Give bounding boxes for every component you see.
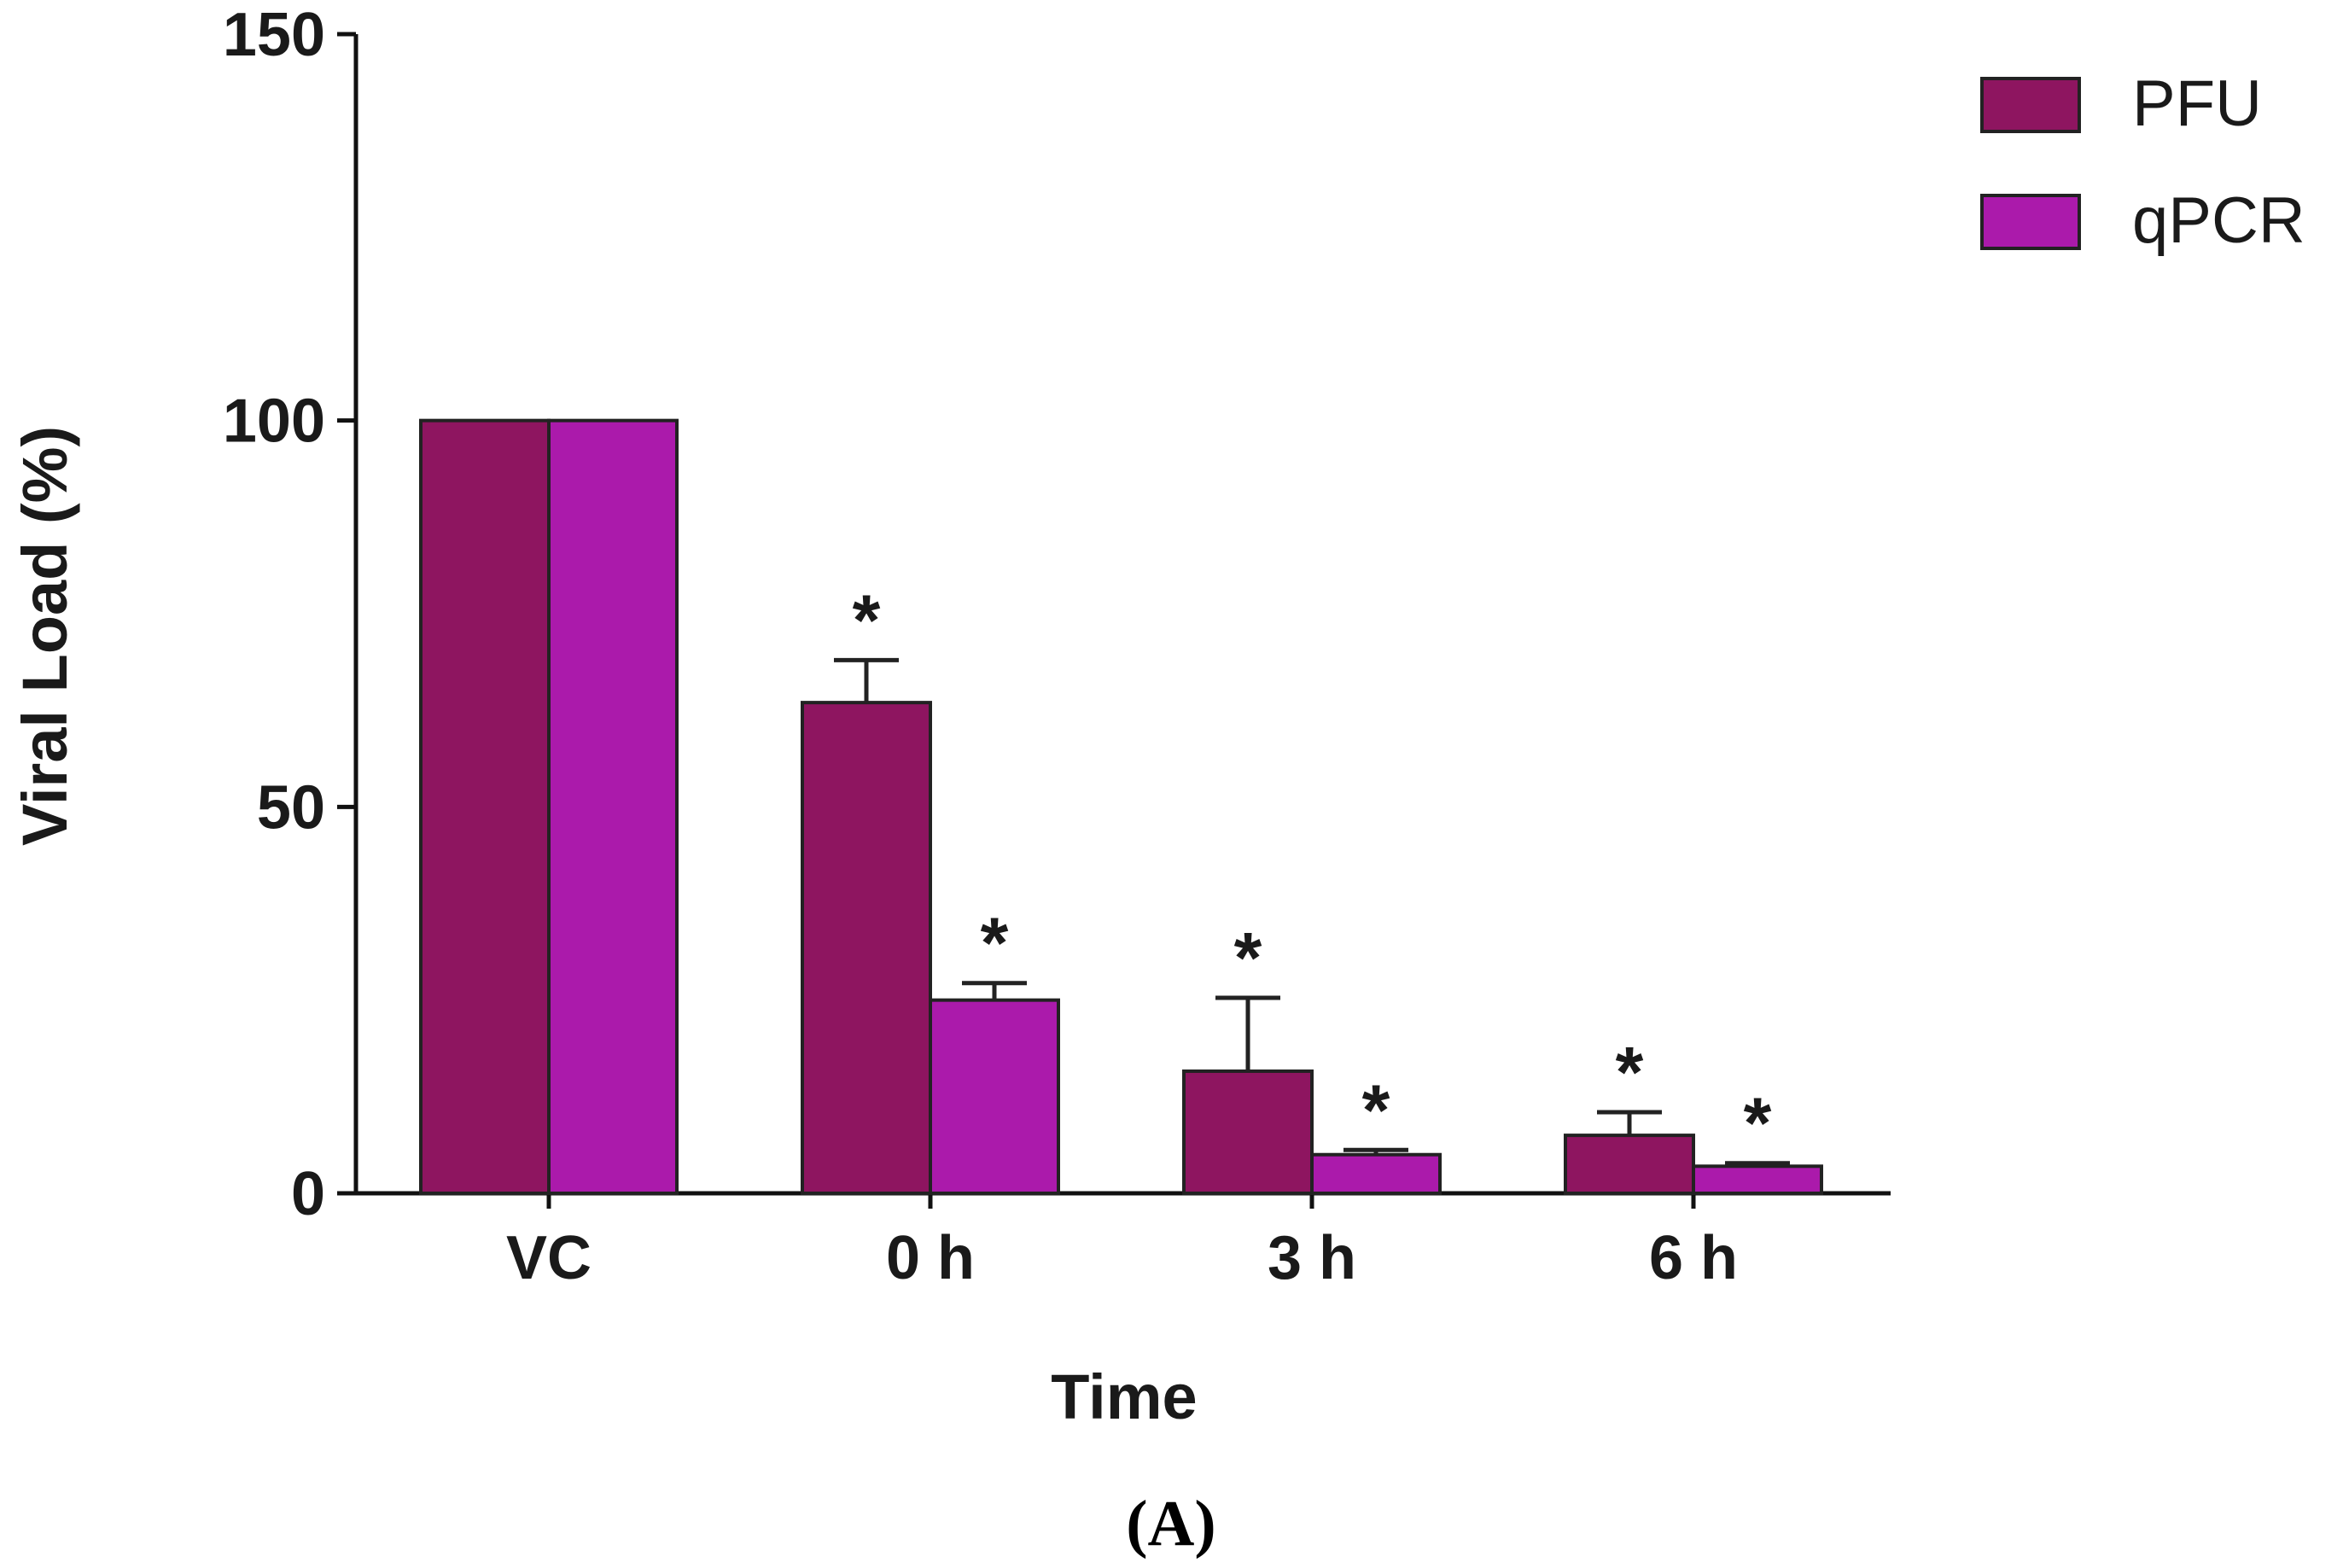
significance-marker: * — [1744, 1083, 1772, 1163]
bar-qpcr-6h — [1692, 1164, 1823, 1196]
x-tick-label: 3 h — [1268, 1224, 1356, 1292]
legend-swatch-pfu — [1980, 77, 2081, 133]
legend: PFU qPCR — [1980, 67, 2305, 257]
y-tick-label: 150 — [223, 1, 325, 69]
significance-marker: * — [853, 580, 881, 660]
legend-label-pfu: PFU — [2132, 67, 2262, 140]
y-tick-label: 50 — [257, 773, 325, 842]
tick-labels: 0 50 100 150 VC 0 h 3 h 6 h — [223, 1, 1738, 1292]
bar-pfu-0h — [801, 701, 932, 1195]
legend-swatch-qpcr — [1980, 194, 2081, 250]
bars: * * * * * * — [419, 418, 1823, 1196]
significance-marker: * — [1362, 1070, 1390, 1150]
x-axis-title: Time — [1051, 1361, 1197, 1432]
bar-qpcr-vc — [547, 418, 679, 1195]
bar-pfu-6h — [1564, 1134, 1695, 1195]
significance-marker: * — [981, 903, 1009, 983]
x-tick-label: VC — [506, 1224, 592, 1292]
legend-label-qpcr: qPCR — [2132, 184, 2305, 257]
x-tick-label: 0 h — [886, 1224, 975, 1292]
y-tick-label: 100 — [223, 388, 325, 456]
significance-marker: * — [1234, 918, 1262, 998]
bar-pfu-3h — [1182, 1069, 1314, 1195]
bar-qpcr-0h — [929, 998, 1060, 1195]
bar-pfu-vc — [419, 418, 551, 1195]
panel-label: (A) — [1126, 1488, 1216, 1559]
significance-marker: * — [1616, 1032, 1644, 1112]
y-axis-title: Viral Load (%) — [9, 426, 80, 846]
y-tick-label: 0 — [291, 1160, 325, 1228]
x-tick-label: 6 h — [1649, 1224, 1738, 1292]
bar-qpcr-3h — [1310, 1152, 1442, 1195]
